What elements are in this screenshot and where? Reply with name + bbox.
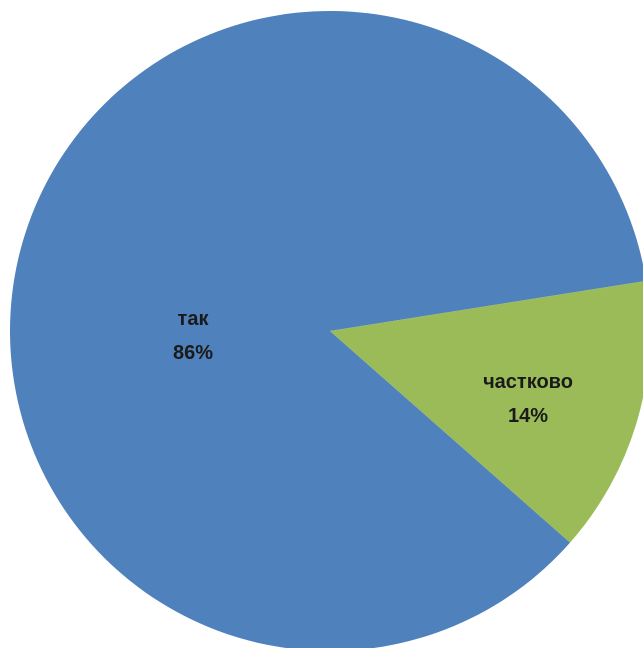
pie-slice-chastkovo [330, 281, 643, 543]
slice-category-label: так [178, 308, 210, 330]
pie-data-labels: так 86% частково 14% [173, 308, 573, 427]
slice-value-label: 86% [173, 342, 213, 364]
pie-slices [10, 11, 643, 648]
pie-slice-tak [10, 11, 643, 648]
slice-category-label: частково [483, 371, 573, 393]
slice-value-label: 14% [508, 405, 548, 427]
